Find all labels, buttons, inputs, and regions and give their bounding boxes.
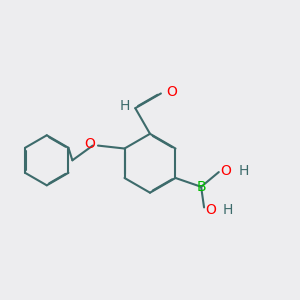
- Text: O: O: [167, 85, 178, 99]
- Text: H: H: [120, 99, 130, 113]
- Text: O: O: [221, 164, 232, 178]
- Text: H: H: [238, 164, 249, 178]
- Text: H: H: [223, 203, 233, 218]
- Text: O: O: [205, 203, 216, 218]
- Text: O: O: [84, 137, 95, 151]
- Text: B: B: [196, 180, 206, 194]
